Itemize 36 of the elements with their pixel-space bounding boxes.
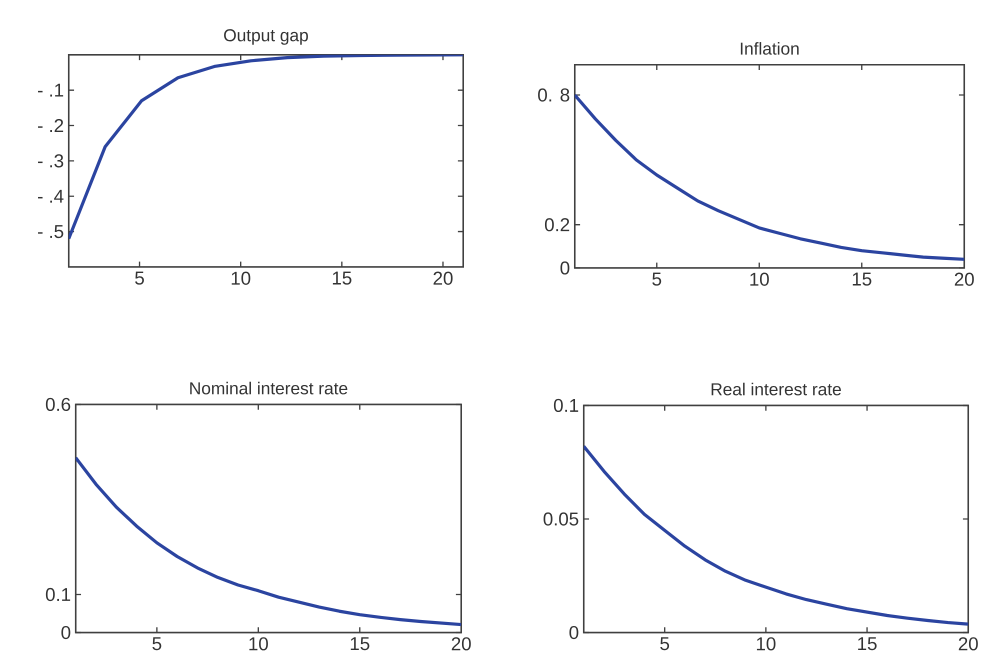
- y-tick-label: 0. 8: [538, 88, 570, 102]
- y-tick-label: 0: [61, 626, 70, 639]
- chart-title: Real interest rate: [712, 382, 841, 396]
- line-series: [68, 54, 464, 240]
- x-tick-label: 20: [434, 271, 453, 285]
- y-tick-label: 0.6: [46, 398, 70, 411]
- x-tick-label: 15: [350, 637, 370, 650]
- x-tick-label: 15: [858, 637, 877, 650]
- y-tick-label: - .2: [38, 118, 64, 132]
- x-tick-label: 10: [756, 637, 776, 650]
- y-tick-label: 0.05: [544, 512, 578, 526]
- y-tick-label: 0.1: [554, 398, 578, 412]
- x-tick-label: 20: [452, 637, 471, 650]
- line-series: [574, 93, 964, 261]
- y-tick-label: - .5: [38, 224, 64, 238]
- y-tick-label: - .1: [38, 84, 64, 96]
- x-tick-label: 20: [958, 637, 978, 650]
- x-tick-label: 5: [652, 272, 662, 286]
- chart-title: Output gap: [224, 28, 308, 45]
- x-tick-label: 5: [135, 271, 144, 284]
- x-tick-label: 10: [249, 637, 268, 650]
- chart-title: Nominal interest rate: [190, 382, 348, 394]
- y-tick-label: - .3: [38, 154, 64, 168]
- y-tick-label: 0: [560, 261, 570, 274]
- y-tick-label: 0.1: [46, 588, 70, 601]
- x-tick-label: 15: [852, 272, 872, 286]
- y-tick-label: 0.2: [544, 218, 570, 232]
- y-tick-label: - .4: [38, 190, 64, 202]
- x-tick-label: 10: [232, 271, 250, 285]
- x-tick-label: 15: [332, 271, 352, 284]
- x-tick-label: 10: [750, 272, 769, 286]
- chart-title: Inflation: [740, 42, 799, 55]
- x-tick-label: 5: [660, 637, 670, 650]
- x-tick-label: 20: [954, 272, 974, 286]
- y-tick-label: 0: [569, 626, 578, 639]
- x-tick-label: 5: [152, 637, 162, 650]
